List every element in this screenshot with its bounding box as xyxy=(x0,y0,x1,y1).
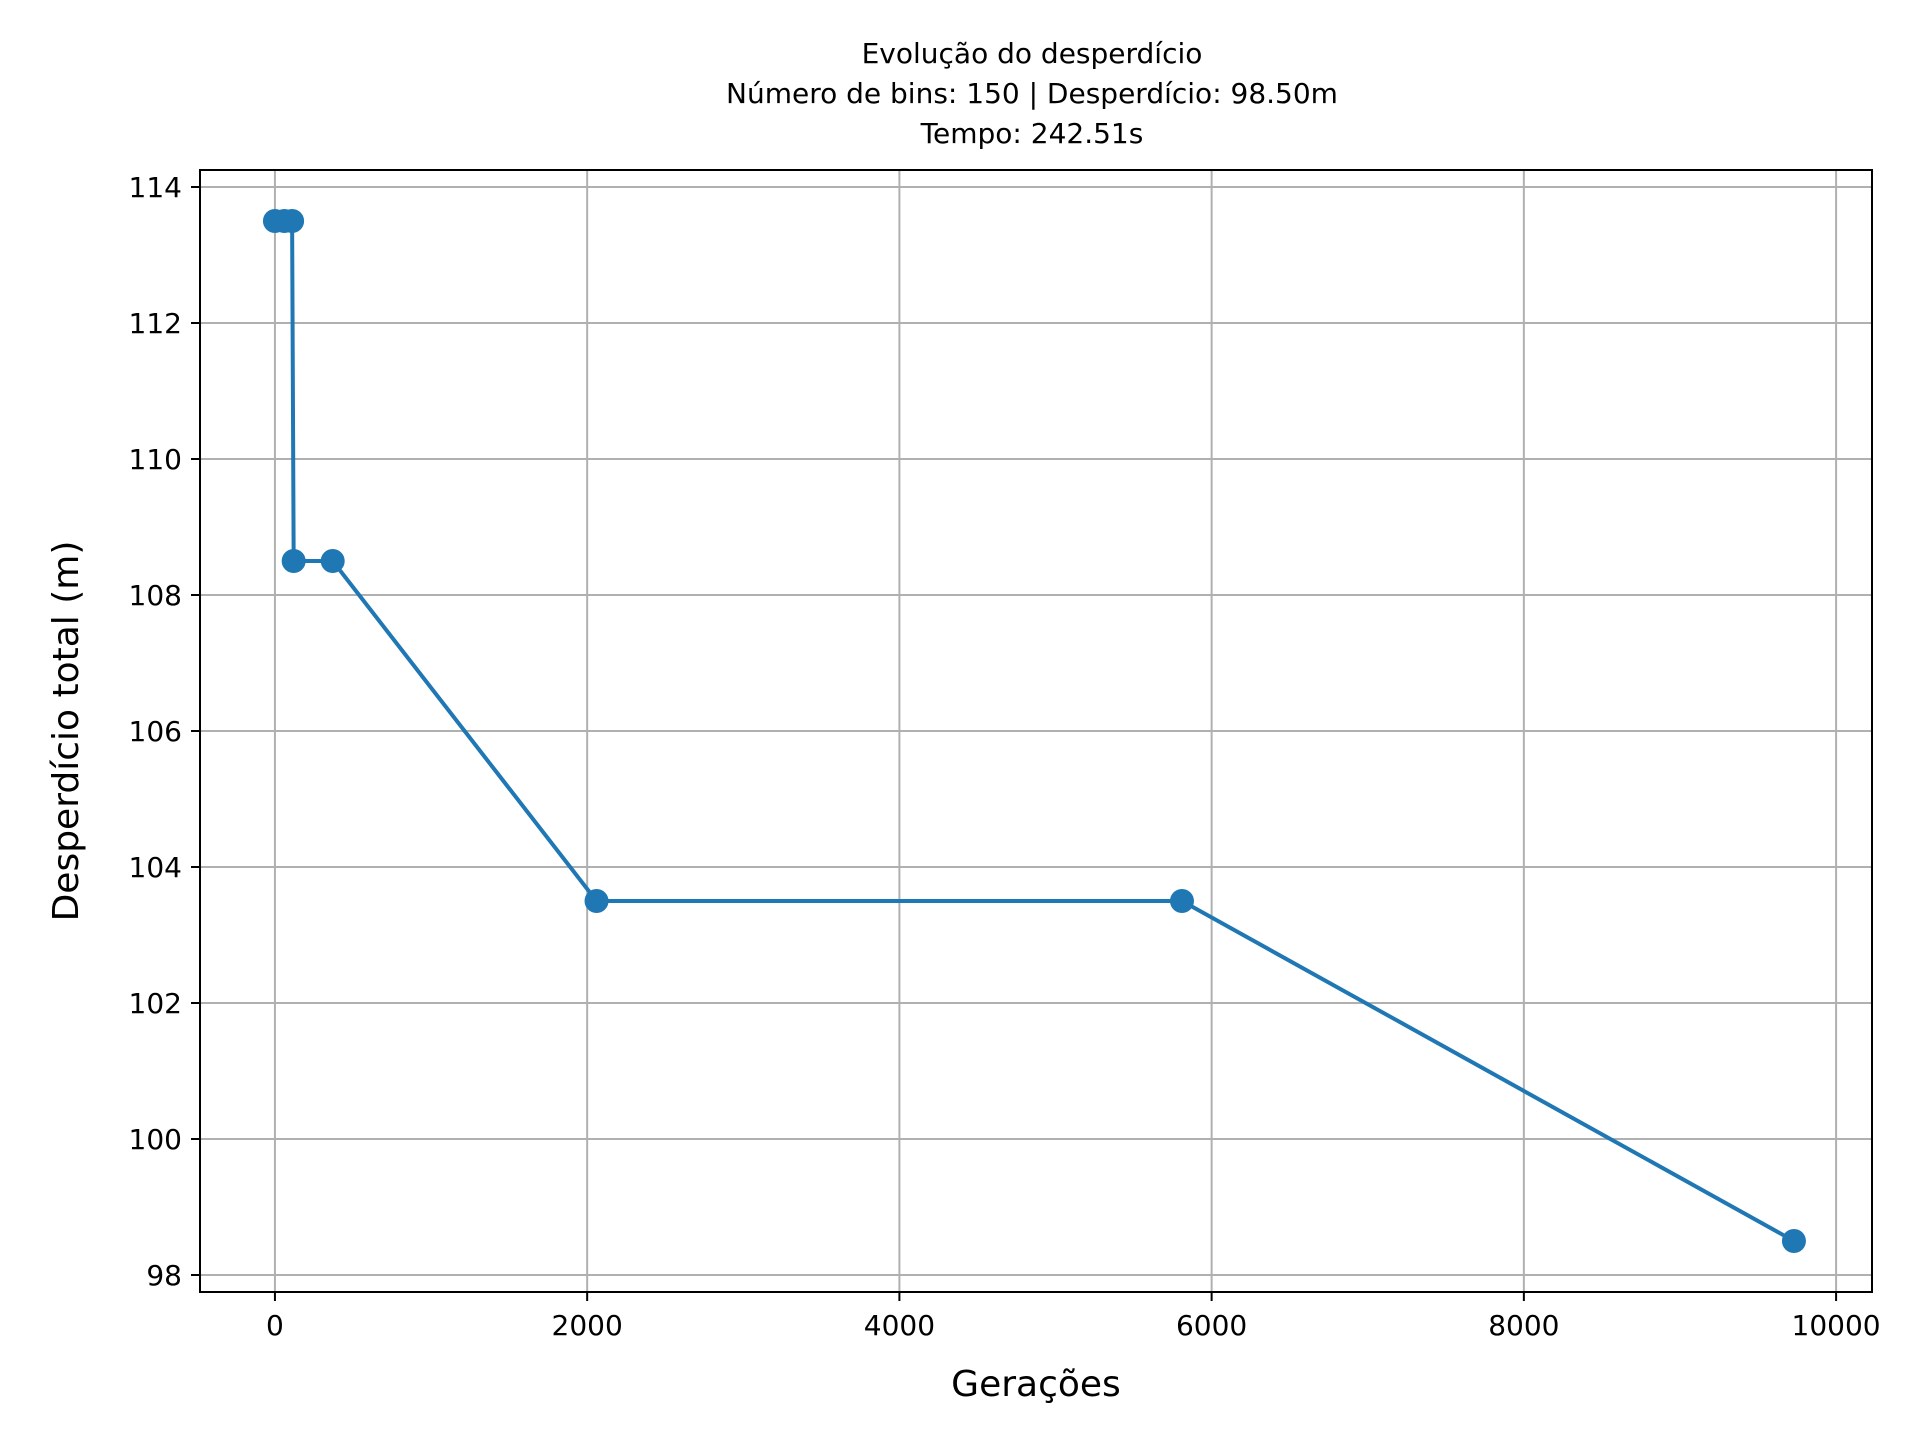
chart-subtitle-line-2: Tempo: 242.51s xyxy=(920,117,1144,150)
grid-lines xyxy=(200,170,1872,1292)
x-tick-label: 0 xyxy=(266,1309,284,1342)
y-tick-label: 110 xyxy=(129,443,182,476)
y-axis-label: Desperdício total (m) xyxy=(46,541,87,922)
y-tick-label: 100 xyxy=(129,1123,182,1156)
x-tick-label: 8000 xyxy=(1488,1309,1559,1342)
chart-title: Evolução do desperdício xyxy=(861,37,1203,70)
y-tick-label: 112 xyxy=(129,307,182,340)
y-tick-label: 104 xyxy=(129,851,182,884)
data-point xyxy=(320,549,345,573)
x-tick-label: 6000 xyxy=(1176,1309,1247,1342)
x-axis-label: Gerações xyxy=(951,1364,1121,1405)
data-point xyxy=(1169,889,1194,913)
y-tick-label: 108 xyxy=(129,579,182,612)
data-point xyxy=(584,889,609,913)
y-tick-label: 102 xyxy=(129,987,182,1020)
y-tick-label: 106 xyxy=(129,715,182,748)
x-tick-label: 4000 xyxy=(864,1309,935,1342)
x-tick-label: 2000 xyxy=(552,1309,623,1342)
data-point xyxy=(280,209,305,233)
axis-ticks: 0 2000 4000 6000 8000 10000 98 100 102 104 106 108 1… xyxy=(129,171,1881,1342)
chart-title-block: Evolução do desperdício Número de bins: … xyxy=(0,34,1920,154)
data-point xyxy=(281,549,306,573)
y-tick-label: 114 xyxy=(129,171,182,204)
y-tick-label: 98 xyxy=(146,1259,182,1292)
chart-subtitle-line-1: Número de bins: 150 | Desperdício: 98.50… xyxy=(726,77,1338,110)
x-tick-label: 10000 xyxy=(1792,1309,1881,1342)
data-point xyxy=(1781,1229,1806,1253)
series-points xyxy=(262,209,1806,1253)
